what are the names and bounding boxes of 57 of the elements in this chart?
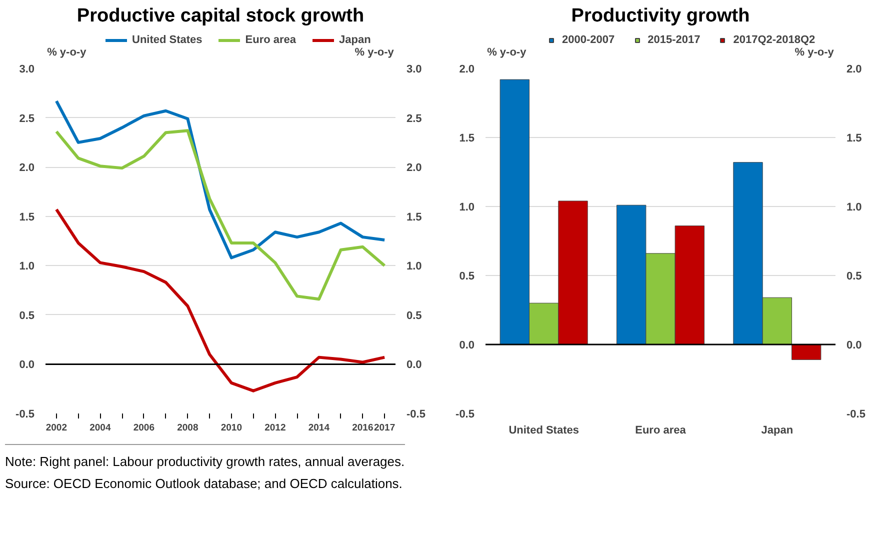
y2-tick-label: 0.5 [846, 270, 862, 282]
y-tick-label: 0.0 [459, 340, 475, 352]
x-tick-label: 2014 [308, 422, 330, 434]
x-tick-label: 2004 [90, 422, 112, 434]
text: Note: Right panel: Labour productivity growth rates, annual averages. [5, 453, 405, 471]
y-tick-label: 1.0 [19, 260, 35, 273]
x-tick-label: 2002 [46, 422, 68, 434]
y2-axis-title: % y-o-y [794, 46, 835, 58]
legend-label: Euro area [245, 34, 296, 46]
y2-tick-label: -0.5 [846, 408, 866, 420]
x-tick-label: Euro area [635, 424, 687, 436]
y2-tick-label: 3.0 [406, 64, 422, 76]
y-tick-label: 2.5 [19, 112, 35, 125]
y-axis-title: % y-o-y [487, 46, 528, 58]
chart-title: Productivity growth [571, 6, 750, 26]
y-tick-label: 0.5 [459, 270, 475, 282]
y2-axis-title: % y-o-y [354, 46, 395, 58]
y2-tick-label: 2.5 [406, 112, 422, 125]
x-tick-label: 2012 [264, 422, 286, 434]
y-tick-label: 2.0 [19, 162, 35, 174]
x-tick-label: 2010 [220, 422, 242, 434]
line-series [54, 129, 386, 301]
legend-label: 2000-2007 [562, 34, 615, 46]
y2-tick-label: 1.0 [846, 202, 862, 214]
y2-tick-label: 1.5 [846, 132, 862, 144]
y-tick-label: 0.0 [19, 359, 35, 372]
y2-tick-label: 1.5 [406, 211, 422, 224]
y-tick-label: 1.0 [459, 202, 475, 214]
source-note: Source: OECD Economic Outlook database; and OECD calculations. [5, 475, 404, 493]
y2-tick-label: -0.5 [406, 408, 426, 420]
x-tick-label: 2008 [177, 422, 198, 434]
y2-tick-label: 2.0 [846, 64, 862, 76]
legend-label: Japan [339, 34, 371, 46]
legend-label: 2015-2017 [648, 34, 700, 46]
y-tick-label: 1.5 [459, 132, 475, 144]
y-tick-label: -0.5 [16, 408, 35, 420]
x-tick-label: United States [508, 424, 579, 436]
y-tick-label: 3.0 [19, 64, 35, 76]
x-tick-label: 2017 [374, 422, 396, 434]
chart-title: Productive capital stock growth [76, 6, 364, 26]
y-tick-label: -0.5 [456, 408, 475, 420]
y2-tick-label: 1.0 [406, 260, 422, 273]
y-tick-label: 2.0 [459, 64, 475, 76]
x-tick-label: 2016 [352, 422, 374, 434]
legend-label: United States [132, 34, 202, 46]
y-tick-label: 0.5 [19, 310, 35, 322]
line-series [54, 208, 386, 392]
y-axis-title: % y-o-y [47, 46, 88, 58]
legend-label: 2017Q2-2018Q2 [733, 34, 816, 46]
y2-tick-label: 0.5 [406, 310, 422, 322]
x-tick-label: Japan [761, 424, 794, 436]
y2-tick-label: 0.0 [406, 359, 422, 372]
y2-tick-label: 2.0 [406, 162, 422, 174]
line-series [54, 100, 386, 260]
y-tick-label: 1.5 [19, 211, 35, 224]
x-tick-label: 2006 [133, 422, 155, 434]
y2-tick-label: 0.0 [846, 340, 862, 352]
